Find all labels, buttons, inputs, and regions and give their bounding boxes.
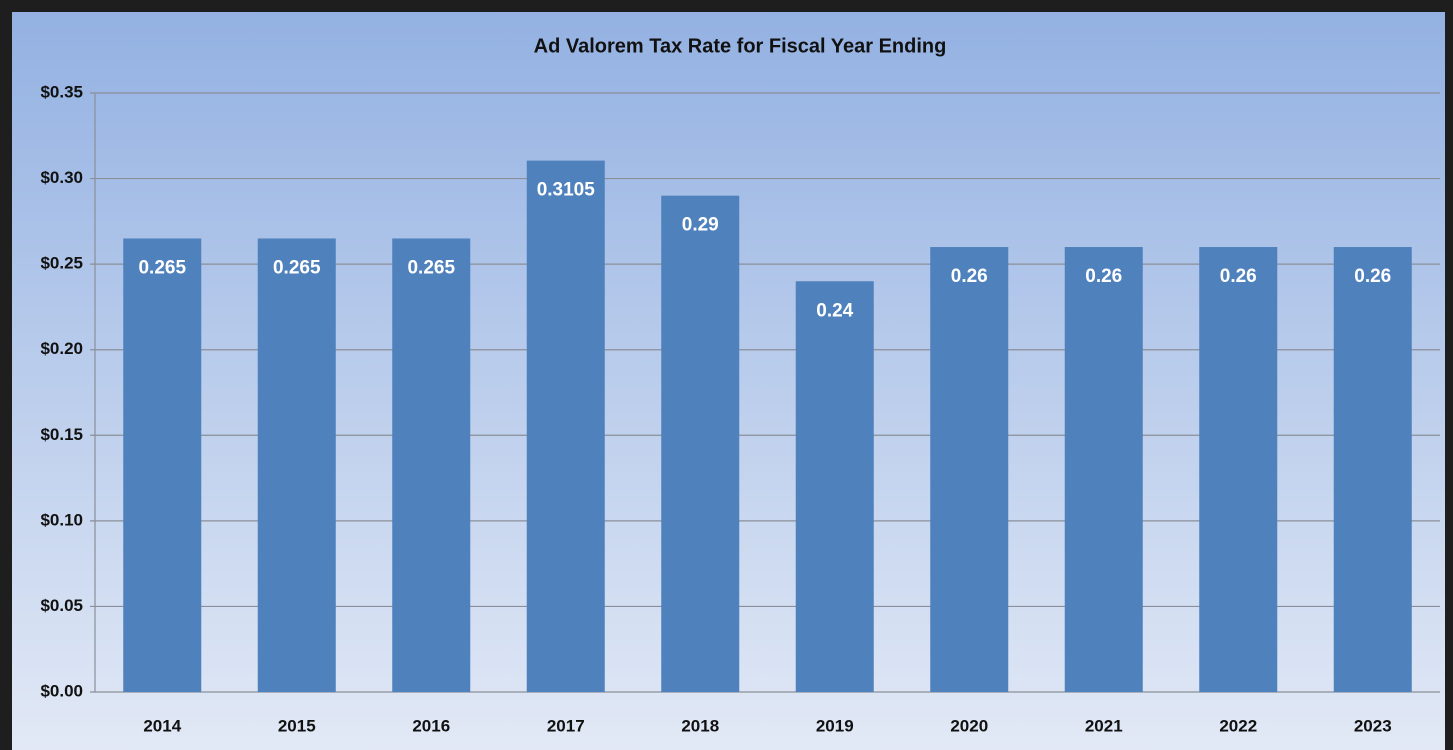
data-label: 0.265 (273, 257, 321, 278)
x-tick-label: 2022 (1219, 716, 1257, 735)
data-label: 0.265 (138, 257, 186, 278)
x-tick-label: 2019 (816, 716, 854, 735)
bar (392, 238, 471, 692)
y-tick-label: $0.35 (40, 82, 83, 101)
data-label: 0.26 (1220, 266, 1257, 287)
bar (795, 281, 874, 692)
bar (1199, 247, 1278, 692)
data-label: 0.24 (816, 300, 853, 321)
bar (526, 160, 605, 692)
y-tick-label: $0.10 (40, 510, 83, 529)
x-tick-label: 2015 (278, 716, 316, 735)
bar (123, 238, 202, 692)
x-tick-label: 2020 (950, 716, 988, 735)
data-label: 0.26 (951, 266, 988, 287)
data-label: 0.26 (1085, 266, 1122, 287)
data-label: 0.29 (682, 215, 719, 236)
x-tick-label: 2017 (547, 716, 585, 735)
data-label: 0.265 (407, 257, 455, 278)
bar (930, 247, 1009, 692)
data-label: 0.3105 (537, 180, 596, 201)
x-tick-label: 2018 (681, 716, 719, 735)
x-tick-label: 2016 (412, 716, 450, 735)
bar (1333, 247, 1412, 692)
y-tick-label: $0.30 (40, 168, 83, 187)
y-tick-label: $0.15 (40, 425, 83, 444)
x-tick-label: 2023 (1354, 716, 1392, 735)
y-tick-label: $0.05 (40, 596, 83, 615)
bar (1064, 247, 1143, 692)
y-tick-label: $0.00 (40, 681, 83, 700)
y-tick-label: $0.20 (40, 339, 83, 358)
bar (257, 238, 336, 692)
chart-title: Ad Valorem Tax Rate for Fiscal Year Endi… (534, 35, 947, 57)
x-tick-label: 2021 (1085, 716, 1123, 735)
y-tick-label: $0.25 (40, 254, 83, 273)
bar (661, 195, 740, 692)
data-label: 0.26 (1354, 266, 1391, 287)
x-tick-label: 2014 (143, 716, 181, 735)
